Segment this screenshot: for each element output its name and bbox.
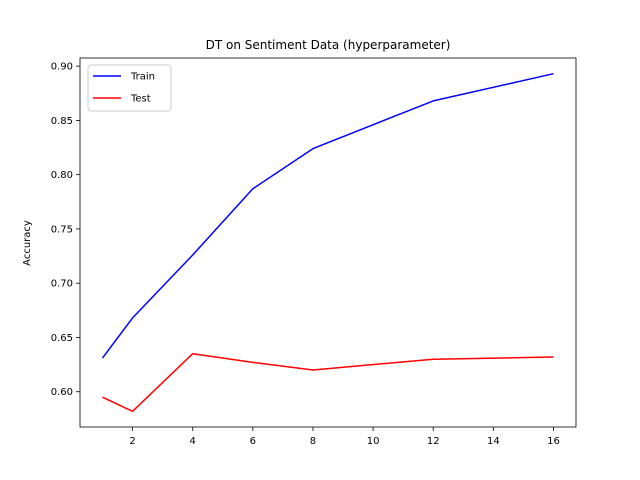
x-tick-label: 12	[427, 436, 440, 447]
legend-label-train: Train	[130, 72, 155, 83]
y-tick-label: 0.90	[51, 62, 73, 73]
x-tick-label: 16	[547, 436, 560, 447]
legend-label-test: Test	[130, 94, 151, 105]
x-tick-label: 6	[250, 436, 256, 447]
series-line-train	[101, 72, 554, 359]
y-tick-label: 0.85	[51, 116, 73, 127]
x-tick-label: 4	[190, 436, 196, 447]
y-tick-label: 0.80	[51, 170, 73, 181]
x-tick-label: 8	[310, 436, 316, 447]
plot-area	[101, 72, 554, 413]
axes-frame	[79, 57, 577, 428]
x-tick-label: 2	[129, 436, 135, 447]
legend: Train Test	[87, 64, 172, 112]
y-tick-label: 0.65	[51, 333, 73, 344]
y-axis-label: Accuracy	[22, 220, 33, 266]
x-tick-label: 10	[367, 436, 380, 447]
y-tick-label: 0.75	[51, 224, 73, 235]
y-axis: 0.60 0.65 0.70 0.75 0.80 0.85 0.90	[51, 62, 80, 398]
x-axis: 2 4 6 8 10 12 14 16	[129, 427, 560, 447]
x-tick-label: 14	[487, 436, 500, 447]
chart-title: DT on Sentiment Data (hyperparameter)	[206, 38, 451, 52]
y-tick-label: 0.70	[51, 279, 73, 290]
series-line-test	[102, 352, 554, 413]
y-tick-label: 0.60	[51, 387, 73, 398]
legend-box	[87, 64, 172, 112]
